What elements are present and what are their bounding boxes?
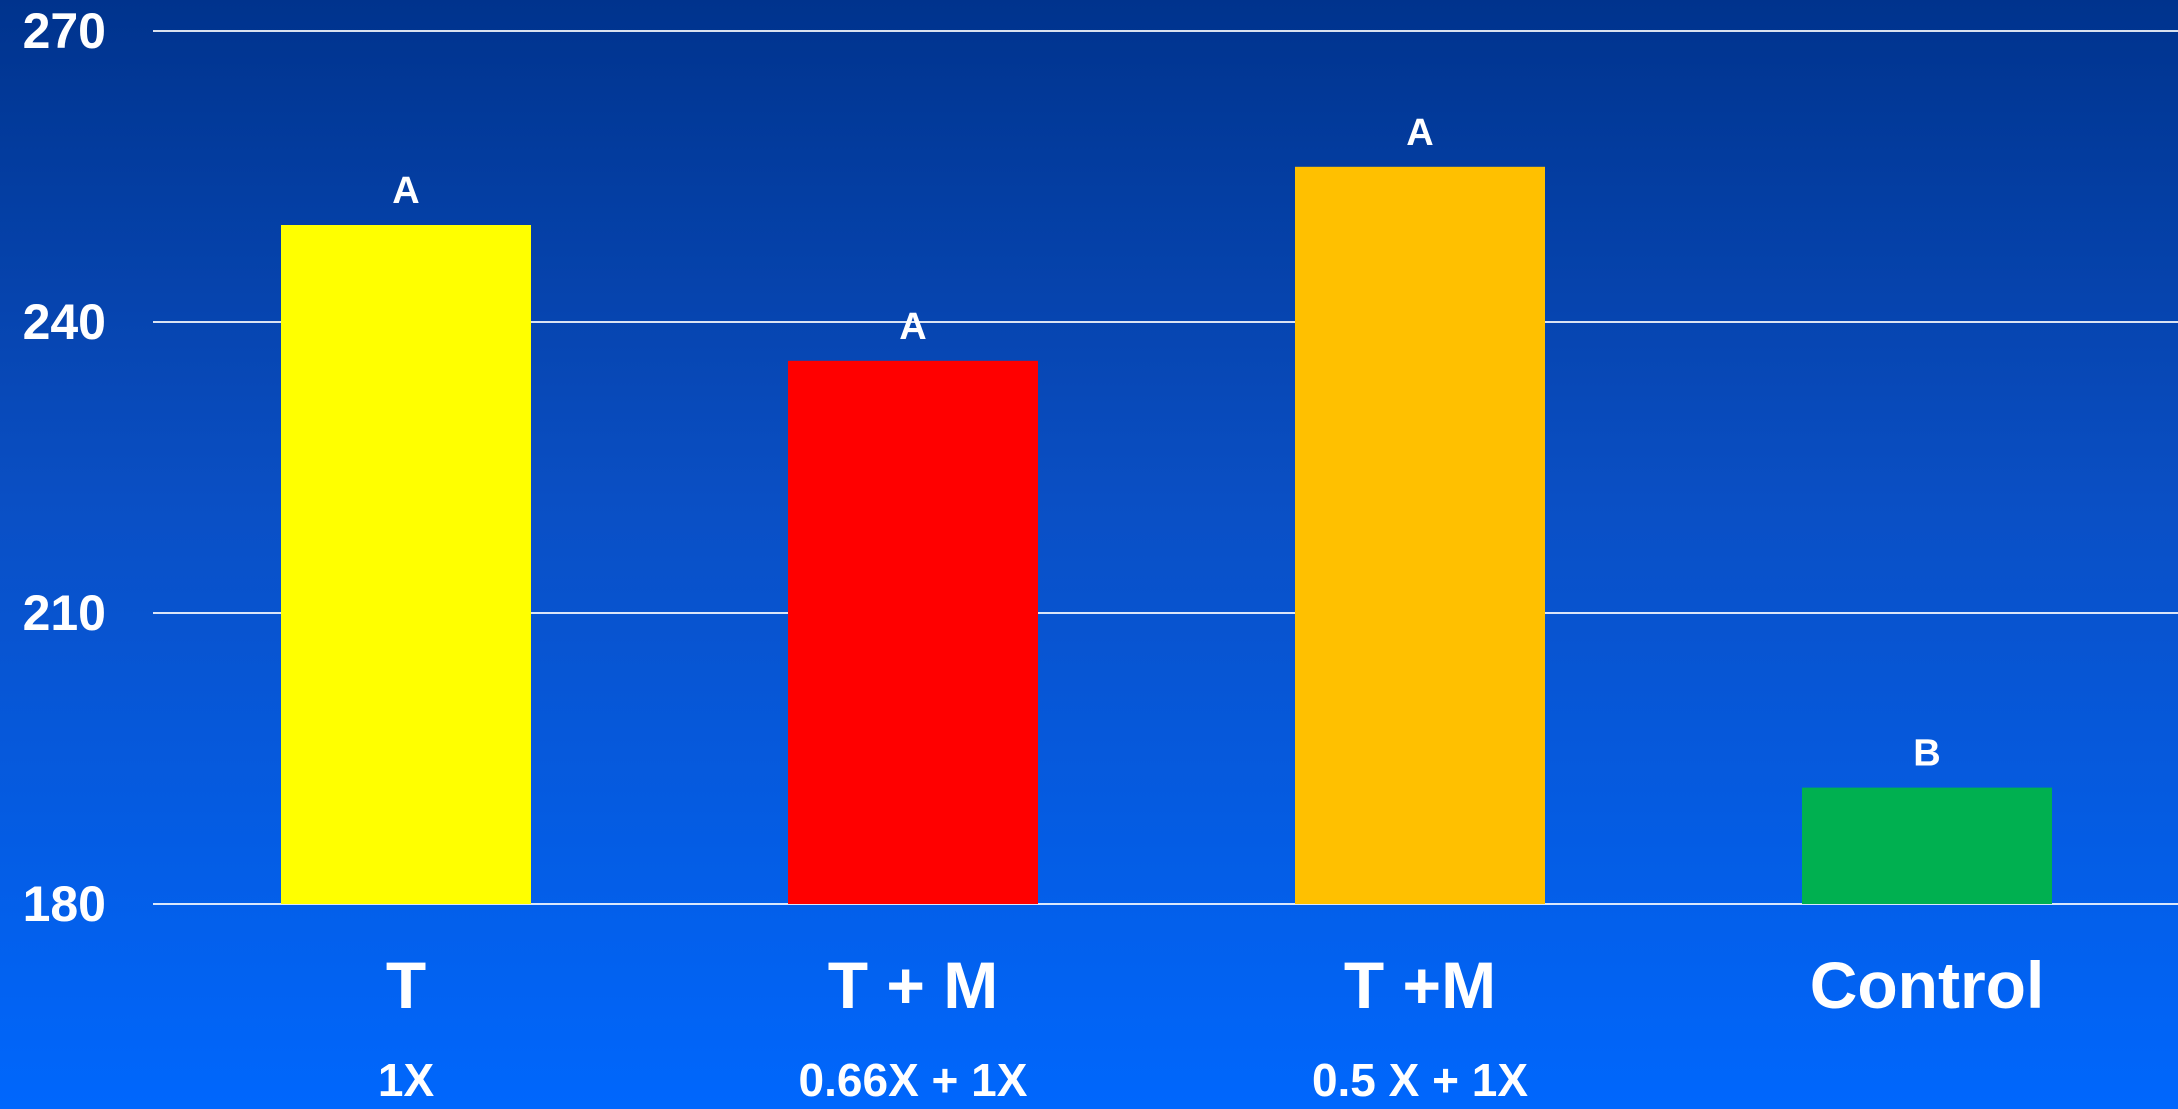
x-tick-label: Control: [1810, 948, 2045, 1022]
x-axis-categories: T 1X T + M 0.66X + 1X T +M 0.5 X + 1X Control: [378, 948, 2044, 1106]
y-tick-label: 210: [23, 585, 106, 641]
x-sub-label: 0.66X + 1X: [799, 1054, 1028, 1106]
data-label: A: [392, 170, 419, 212]
bar: [1295, 166, 1545, 905]
x-sub-label: 0.5 X + 1X: [1312, 1054, 1528, 1106]
bar: [281, 225, 531, 904]
data-label: B: [1913, 733, 1940, 775]
x-sub-label: 1X: [378, 1054, 435, 1106]
x-tick-label: T: [386, 948, 426, 1022]
x-tick-label: T +M: [1344, 948, 1496, 1022]
data-labels: A A A B: [392, 112, 1940, 775]
bars: [281, 166, 2052, 905]
data-label: A: [1406, 112, 1433, 154]
y-axis-ticks: 180 210 240 270: [23, 3, 106, 932]
bar: [788, 360, 1038, 904]
y-tick-label: 270: [23, 3, 106, 59]
y-tick-label: 240: [23, 294, 106, 350]
x-tick-label: T + M: [828, 948, 999, 1022]
data-label: A: [899, 306, 926, 348]
bar: [1802, 787, 2052, 904]
y-tick-label: 180: [23, 876, 106, 932]
